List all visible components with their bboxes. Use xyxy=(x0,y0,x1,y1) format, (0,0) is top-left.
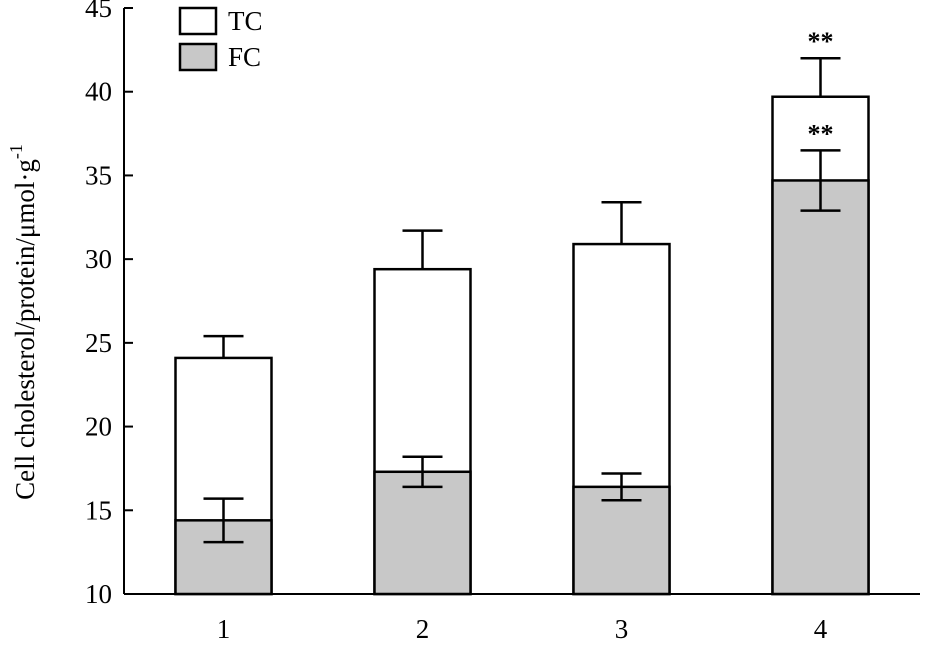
x-tick-label: 3 xyxy=(615,614,629,644)
significance-label-fc: ** xyxy=(808,119,834,148)
axes: 10 15 20 25 30 35 40 45 1 2 3 4 xyxy=(85,0,920,644)
bars: ** ** xyxy=(174,27,870,596)
significance-label-tc: ** xyxy=(808,27,834,56)
y-tick-label: 25 xyxy=(85,328,112,358)
x-tick-label: 1 xyxy=(217,614,231,644)
y-tick-label: 35 xyxy=(85,160,112,190)
y-tick-label: 45 xyxy=(85,0,112,23)
legend-label-fc: FC xyxy=(228,42,261,72)
x-tick-label: 4 xyxy=(814,614,828,644)
y-tick-label: 40 xyxy=(85,77,112,107)
y-axis-label: Cell cholesterol/protein/μmol·g-1 xyxy=(6,144,40,500)
y-tick-label: 20 xyxy=(85,412,112,442)
bar-fc xyxy=(373,470,472,596)
bar-fc xyxy=(771,179,870,596)
x-tick-label: 2 xyxy=(416,614,430,644)
legend-label-tc: TC xyxy=(228,6,263,36)
y-tick-label: 15 xyxy=(85,495,112,525)
svg-text:Cell cholesterol/protein/μmol·: Cell cholesterol/protein/μmol·g-1 xyxy=(6,144,40,500)
y-axis-label-text: Cell cholesterol/protein/μmol·g xyxy=(10,159,40,500)
y-axis-label-superscript: -1 xyxy=(6,144,26,159)
bar-fc xyxy=(572,485,671,596)
y-tick-label: 10 xyxy=(85,579,112,609)
legend-swatch-fc xyxy=(178,42,218,72)
legend-swatch-tc xyxy=(178,6,218,36)
y-tick-label: 30 xyxy=(85,244,112,274)
legend: TC FC xyxy=(178,6,263,72)
